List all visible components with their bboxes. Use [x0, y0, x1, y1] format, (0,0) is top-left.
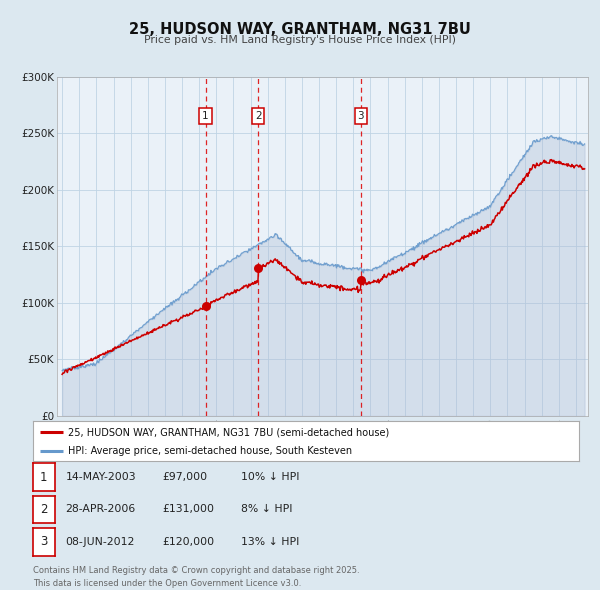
Text: 3: 3: [358, 112, 364, 122]
Text: Price paid vs. HM Land Registry's House Price Index (HPI): Price paid vs. HM Land Registry's House …: [144, 35, 456, 45]
Text: £97,000: £97,000: [163, 472, 208, 482]
Text: 25, HUDSON WAY, GRANTHAM, NG31 7BU: 25, HUDSON WAY, GRANTHAM, NG31 7BU: [129, 22, 471, 37]
Text: £120,000: £120,000: [163, 537, 215, 547]
Text: HPI: Average price, semi-detached house, South Kesteven: HPI: Average price, semi-detached house,…: [68, 447, 353, 456]
Text: 8% ↓ HPI: 8% ↓ HPI: [241, 504, 292, 514]
Text: 2: 2: [255, 112, 262, 122]
Text: 08-JUN-2012: 08-JUN-2012: [65, 537, 135, 547]
Text: 3: 3: [40, 535, 47, 549]
Text: 10% ↓ HPI: 10% ↓ HPI: [241, 472, 299, 482]
Text: 14-MAY-2003: 14-MAY-2003: [65, 472, 136, 482]
Text: 13% ↓ HPI: 13% ↓ HPI: [241, 537, 299, 547]
Text: 1: 1: [40, 470, 47, 484]
Text: 25, HUDSON WAY, GRANTHAM, NG31 7BU (semi-detached house): 25, HUDSON WAY, GRANTHAM, NG31 7BU (semi…: [68, 427, 390, 437]
Text: £131,000: £131,000: [163, 504, 215, 514]
Text: Contains HM Land Registry data © Crown copyright and database right 2025.
This d: Contains HM Land Registry data © Crown c…: [33, 566, 359, 588]
Text: 1: 1: [202, 112, 209, 122]
Text: 2: 2: [40, 503, 47, 516]
Text: 28-APR-2006: 28-APR-2006: [65, 504, 136, 514]
